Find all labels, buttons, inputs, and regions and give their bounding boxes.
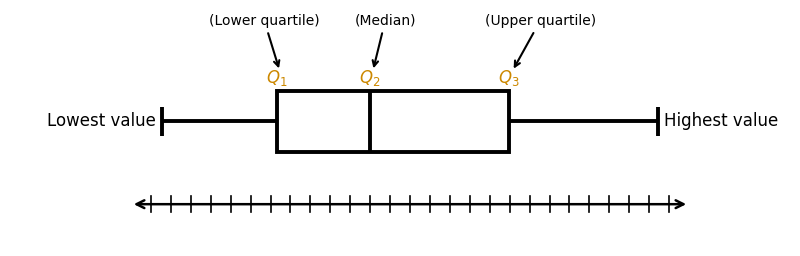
- Text: (Lower quartile): (Lower quartile): [209, 14, 320, 66]
- Text: (Upper quartile): (Upper quartile): [485, 14, 596, 67]
- Text: $Q_2$: $Q_2$: [359, 68, 380, 88]
- Text: $Q_3$: $Q_3$: [498, 68, 520, 88]
- Bar: [277, 91, 510, 152]
- Text: Lowest value: Lowest value: [47, 112, 156, 130]
- Text: Highest value: Highest value: [664, 112, 778, 130]
- Text: (Median): (Median): [354, 14, 416, 66]
- Text: $Q_1$: $Q_1$: [266, 68, 287, 88]
